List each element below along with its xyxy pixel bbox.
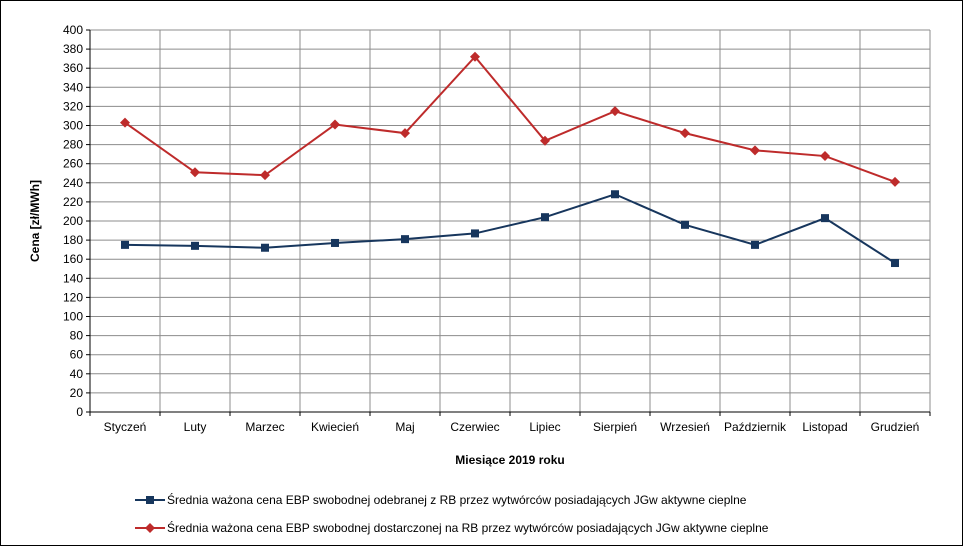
y-tick-label: 300 xyxy=(63,119,83,133)
y-tick-label: 260 xyxy=(63,157,83,171)
y-tick-label: 360 xyxy=(63,61,83,75)
data-point-marker xyxy=(261,243,269,252)
data-point-marker xyxy=(331,238,339,247)
series-line xyxy=(124,193,896,264)
y-tick-label: 140 xyxy=(63,271,83,285)
y-tick-label: 200 xyxy=(63,214,83,228)
data-point-marker xyxy=(190,167,200,178)
x-axis-title: Miesiące 2019 roku xyxy=(455,453,564,467)
x-tick-label: Wrzesień xyxy=(660,420,710,434)
data-point-marker xyxy=(400,128,410,139)
series-layer xyxy=(120,51,900,268)
data-point-marker xyxy=(611,190,619,199)
y-tick-label: 0 xyxy=(76,405,83,419)
x-tick-label: Marzec xyxy=(245,420,284,434)
y-tick-label: 240 xyxy=(63,176,83,190)
data-point-marker xyxy=(541,213,549,222)
y-tick-label: 320 xyxy=(63,99,83,113)
y-tick-label: 400 xyxy=(63,23,83,37)
y-tick-label: 380 xyxy=(63,42,83,56)
y-axis-title: Cena [zł/MWh] xyxy=(28,180,42,262)
legend-label-2: Średnia ważona cena EBP swobodnej dostar… xyxy=(167,521,769,535)
x-axis-tick-labels: Styczeń Luty Marzec Kwiecień Maj Czerwiec Lipi… xyxy=(104,420,920,434)
data-point-marker xyxy=(471,229,479,238)
data-point-marker xyxy=(330,119,340,130)
data-point-marker xyxy=(260,170,270,181)
y-tick-label: 120 xyxy=(63,290,83,304)
x-tick-label: Luty xyxy=(184,420,207,434)
data-point-marker xyxy=(891,259,899,268)
x-tick-label: Kwiecień xyxy=(311,420,359,434)
x-tick-label: Styczeń xyxy=(104,420,147,434)
x-tick-label: Czerwiec xyxy=(450,420,499,434)
y-tick-label: 100 xyxy=(63,310,83,324)
data-point-marker xyxy=(120,117,130,128)
y-tick-label: 280 xyxy=(63,138,83,152)
y-tick-label: 80 xyxy=(70,329,84,343)
data-point-marker xyxy=(121,240,129,249)
data-point-marker xyxy=(470,51,480,62)
legend-label-1: Średnia ważona cena EBP swobodnej odebra… xyxy=(167,493,747,507)
legend-symbol-1 xyxy=(135,493,165,507)
legend-symbol-2 xyxy=(135,521,165,535)
grid-lines xyxy=(86,29,931,416)
data-point-marker xyxy=(821,214,829,223)
legend-item-2: Średnia ważona cena EBP swobodnej dostar… xyxy=(135,521,768,535)
data-point-marker xyxy=(751,240,759,249)
data-point-marker xyxy=(610,106,620,117)
x-tick-label: Listopad xyxy=(802,420,847,434)
y-tick-label: 60 xyxy=(70,348,84,362)
data-point-marker xyxy=(750,145,760,156)
data-point-marker xyxy=(681,220,689,229)
x-tick-label: Grudzień xyxy=(871,420,920,434)
y-tick-label: 40 xyxy=(70,367,84,381)
data-point-marker xyxy=(890,176,900,187)
y-tick-label: 220 xyxy=(63,195,83,209)
y-axis-tick-labels: 0 20 40 60 80 100 120 140 160 180 200 220 240 260 280 3… xyxy=(63,23,83,419)
series-2 xyxy=(120,51,900,187)
data-point-marker xyxy=(191,241,199,250)
y-tick-label: 20 xyxy=(70,386,84,400)
x-tick-label: Sierpień xyxy=(593,420,637,434)
x-tick-label: Maj xyxy=(395,420,414,434)
legend-item-1: Średnia ważona cena EBP swobodnej odebra… xyxy=(135,493,746,507)
y-tick-label: 180 xyxy=(63,233,83,247)
x-tick-label: Październik xyxy=(724,420,787,434)
series-1 xyxy=(121,190,899,268)
series-line xyxy=(124,55,896,183)
data-point-marker xyxy=(680,128,690,139)
data-point-marker xyxy=(820,151,830,162)
y-tick-label: 160 xyxy=(63,252,83,266)
data-point-marker xyxy=(401,235,409,244)
y-tick-label: 340 xyxy=(63,80,83,94)
x-tick-label: Lipiec xyxy=(529,420,560,434)
data-point-marker xyxy=(540,135,550,146)
